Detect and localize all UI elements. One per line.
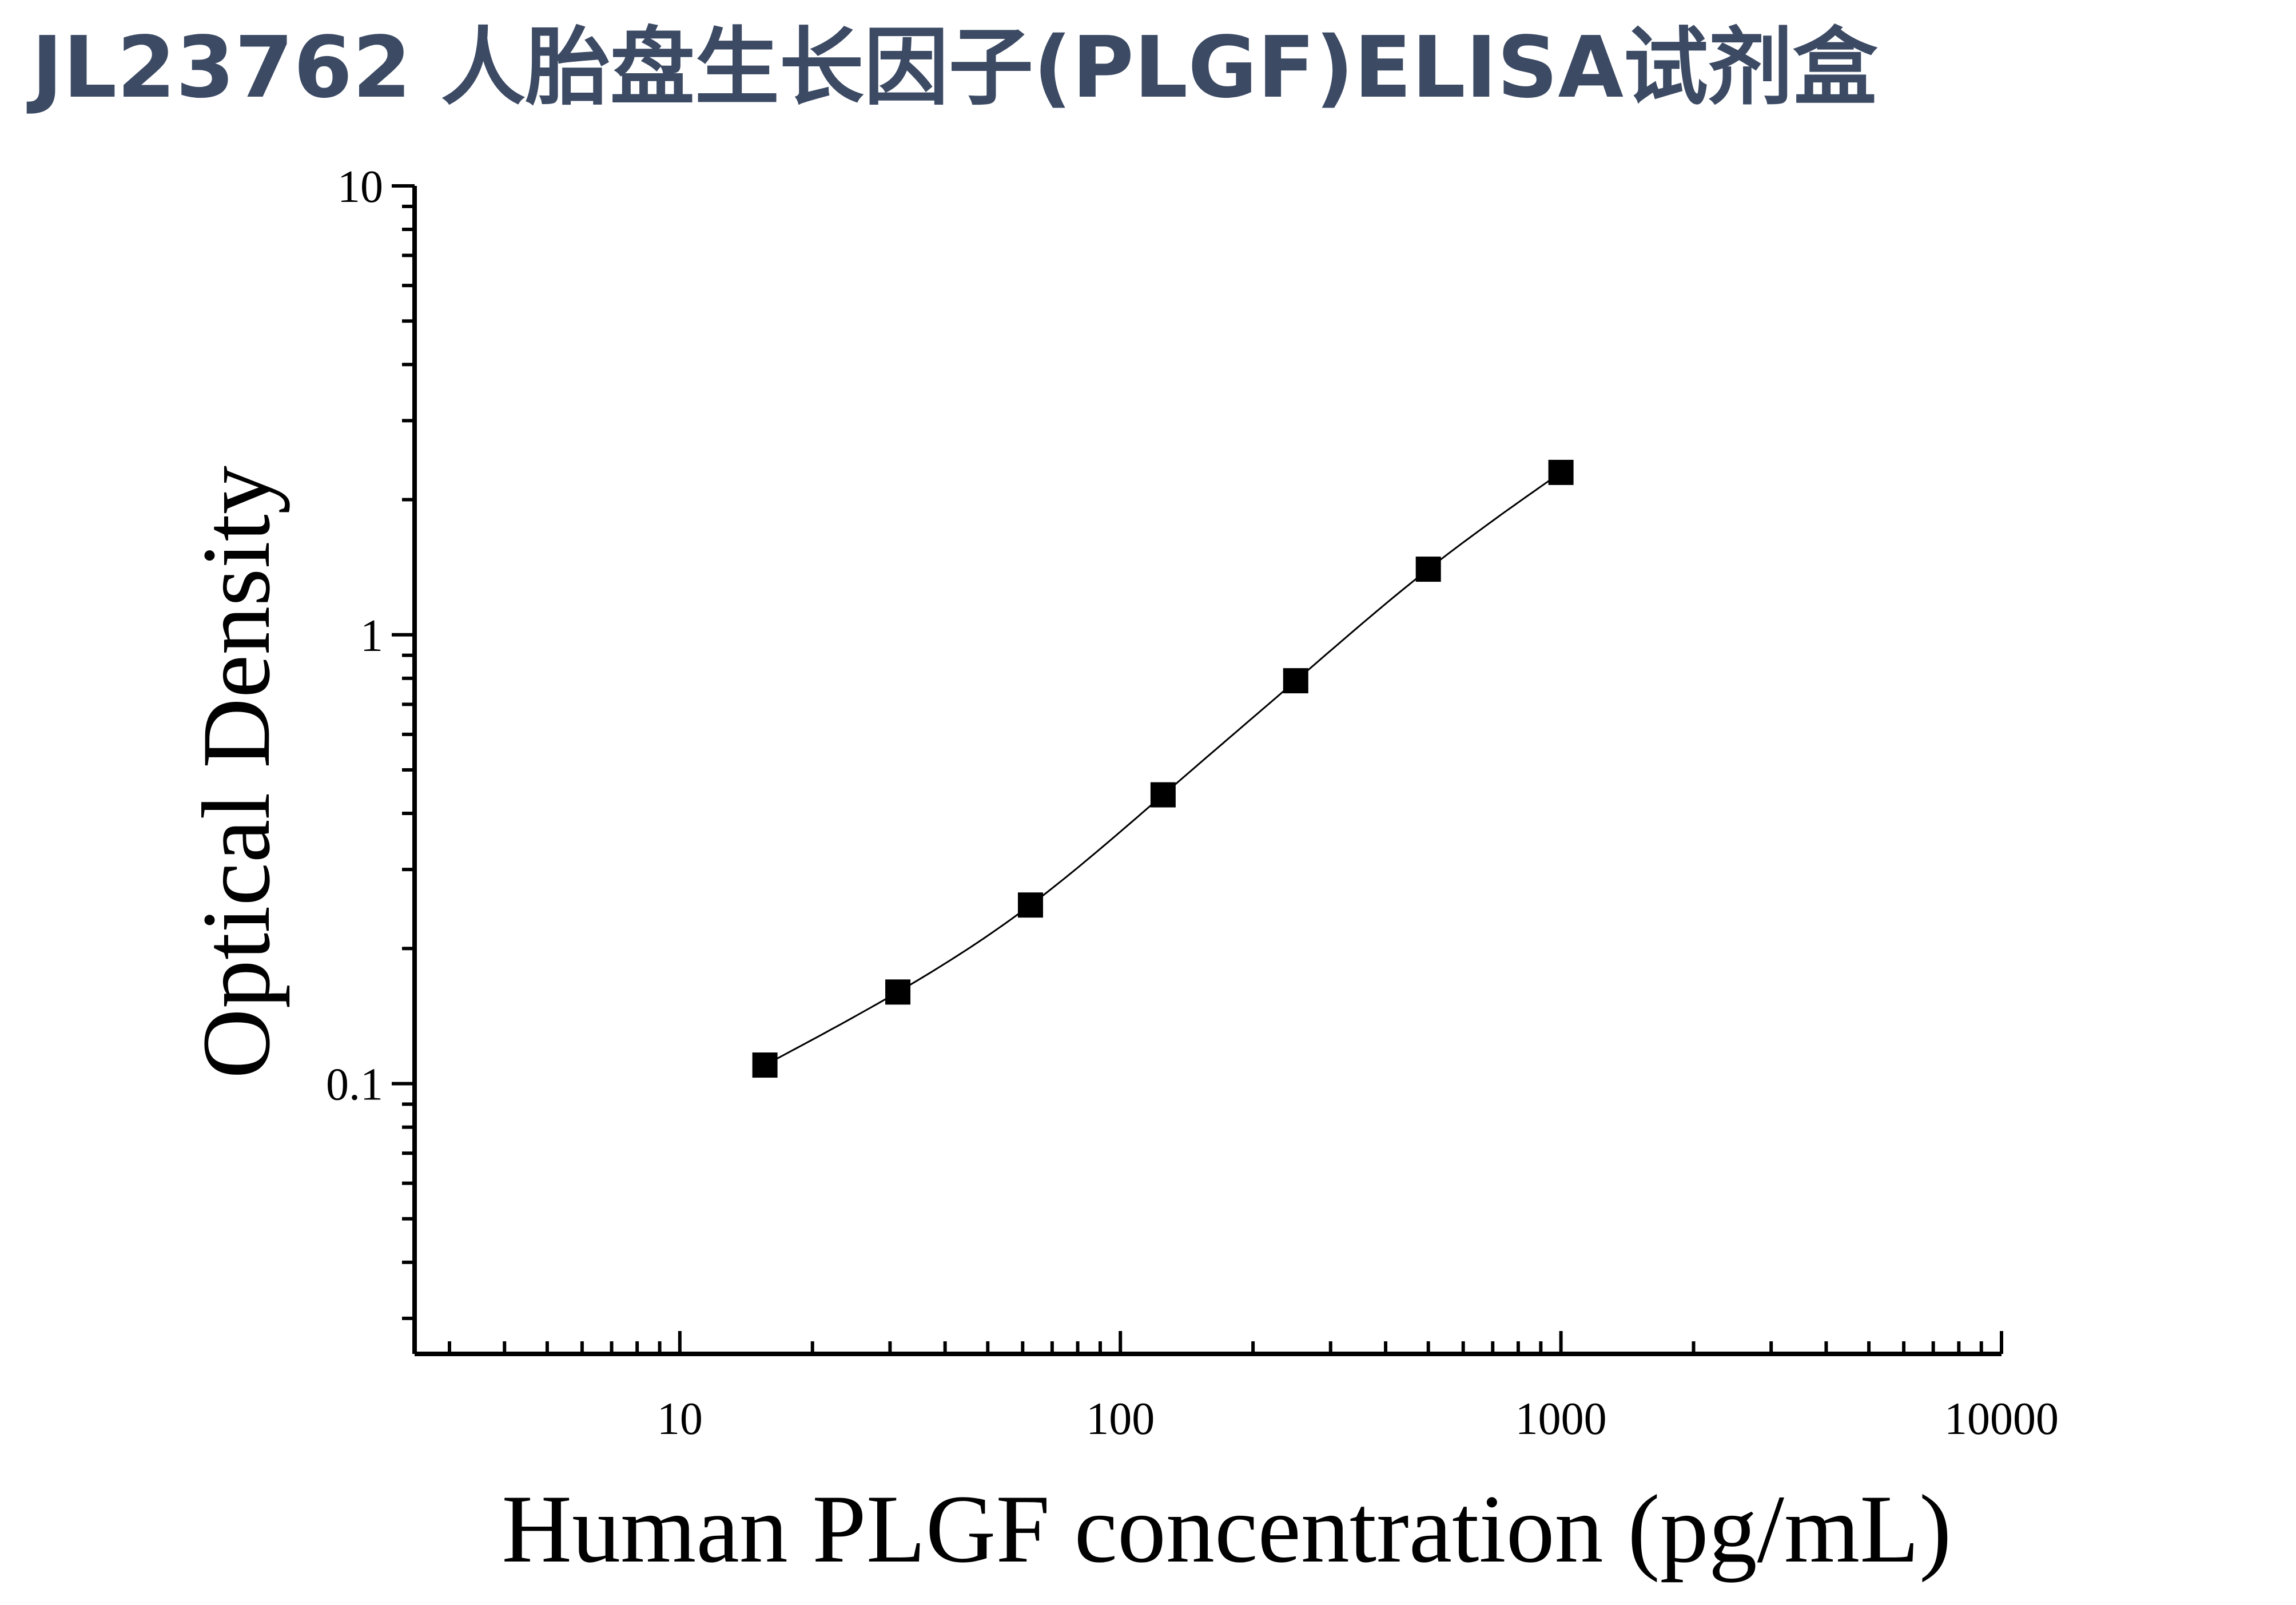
y-tick-label: 0.1 xyxy=(326,1060,383,1110)
y-tick-label: 1 xyxy=(360,611,383,661)
data-point xyxy=(1150,782,1176,808)
data-point xyxy=(1283,668,1308,694)
data-point xyxy=(1548,459,1574,485)
data-point xyxy=(885,979,911,1005)
x-tick-label: 1000 xyxy=(1515,1394,1607,1444)
x-tick-label: 10000 xyxy=(1944,1394,2059,1444)
axes: 10 100 1000 10000 0.1 1 10 xyxy=(326,162,2059,1444)
data-point xyxy=(1017,892,1043,918)
fit-curve-layer xyxy=(764,471,1562,1066)
data-point xyxy=(1415,557,1441,582)
x-tick-label: 10 xyxy=(657,1394,703,1444)
chart-title: JL23762 人胎盘生长因子(PLGF)ELISA试剂盒 xyxy=(31,18,1878,117)
x-tick-label: 100 xyxy=(1086,1394,1155,1444)
data-point xyxy=(752,1052,778,1078)
data-points xyxy=(752,459,1574,1078)
y-axis-title: Optical Density xyxy=(182,466,290,1079)
y-tick-label: 10 xyxy=(337,162,383,212)
x-axis-title: Human PLGF concentration (pg/mL) xyxy=(502,1475,1951,1583)
fit-curve xyxy=(764,471,1562,1066)
